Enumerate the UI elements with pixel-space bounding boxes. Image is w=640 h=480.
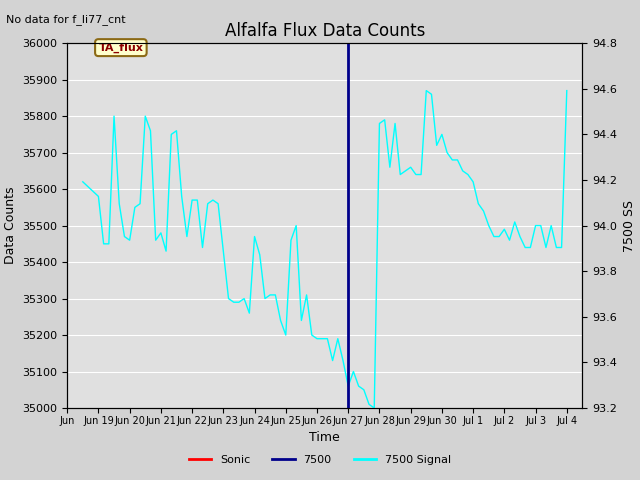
Text: TA_flux: TA_flux [99,43,143,53]
X-axis label: Time: Time [309,431,340,444]
Text: No data for f_li77_cnt: No data for f_li77_cnt [6,14,126,25]
Legend: Sonic, 7500, 7500 Signal: Sonic, 7500, 7500 Signal [184,451,456,469]
Title: Alfalfa Flux Data Counts: Alfalfa Flux Data Counts [225,22,425,40]
Y-axis label: 7500 SS: 7500 SS [623,200,636,252]
Y-axis label: Data Counts: Data Counts [4,187,17,264]
